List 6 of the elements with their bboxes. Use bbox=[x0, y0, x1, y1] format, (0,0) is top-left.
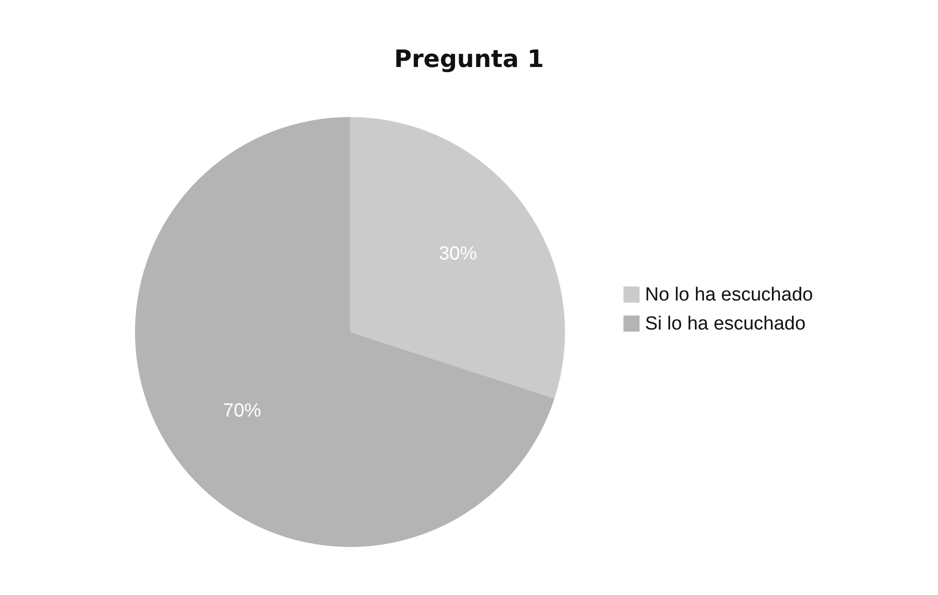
data-label: 70% bbox=[223, 400, 262, 422]
legend-label: Si lo ha escuchado bbox=[645, 314, 806, 334]
pie-slice bbox=[135, 117, 554, 547]
pie-slice bbox=[350, 117, 565, 398]
legend-label: No lo ha escuchado bbox=[645, 284, 813, 306]
chart-title: Pregunta 1 bbox=[394, 45, 544, 73]
